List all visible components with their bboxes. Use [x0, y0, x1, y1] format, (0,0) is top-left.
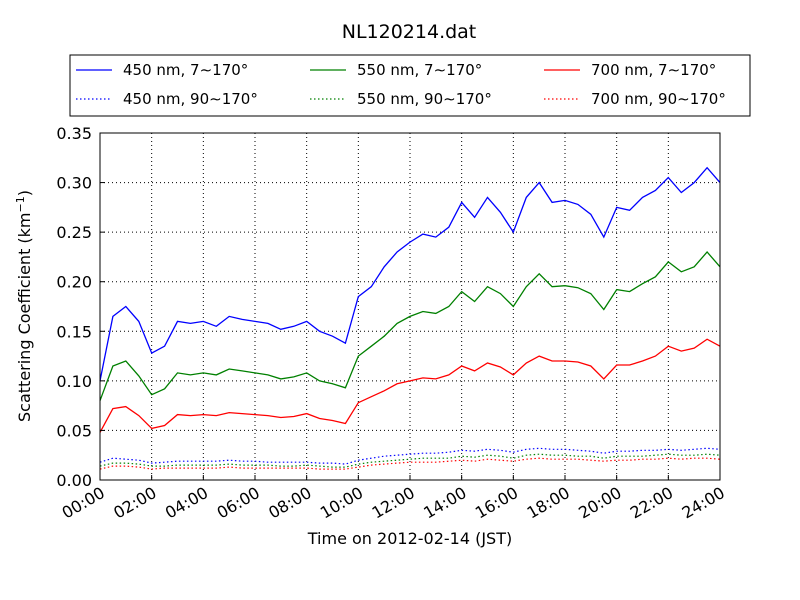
x-tick-label: 14:00: [420, 483, 469, 523]
y-axis-label-main: Scattering Coefficient (km: [15, 212, 34, 422]
y-tick-label: 0.30: [56, 174, 92, 193]
y-tick-label: 0.20: [56, 273, 92, 292]
x-tick-label: 06:00: [214, 483, 263, 523]
y-axis-label-close: ): [15, 190, 34, 196]
legend-label-5: 700 nm, 90∼170°: [591, 90, 726, 108]
y-tick-label: 0.25: [56, 223, 92, 242]
x-tick-label: 10:00: [317, 483, 366, 523]
x-tick-label: 18:00: [524, 483, 573, 523]
y-axis-label-sup: −1: [14, 196, 27, 212]
x-tick-label: 12:00: [369, 483, 418, 523]
legend-label-3: 550 nm, 90∼170°: [357, 90, 492, 108]
y-axis-label: Scattering Coefficient (km−1): [14, 190, 35, 422]
y-tick-label: 0.05: [56, 421, 92, 440]
x-tick-label: 24:00: [679, 483, 728, 523]
y-tick-label: 0.35: [56, 124, 92, 143]
series-layer: [99, 166, 721, 470]
series-line-4: [99, 338, 721, 433]
x-axis-label: Time on 2012-02-14 (JST): [307, 529, 512, 548]
series-line-2: [99, 251, 721, 401]
legend-label-4: 700 nm, 7∼170°: [591, 61, 716, 79]
series-line-5: [99, 457, 721, 470]
y-tick-label: 0.00: [56, 471, 92, 490]
legend-label-0: 450 nm, 7∼170°: [123, 61, 248, 79]
grid: [99, 132, 721, 481]
ticks: 00:00 02:00 04:00 06:00 08:00 10:00 12:00 14:00…: [56, 124, 728, 523]
x-tick-label: 08:00: [265, 483, 314, 523]
legend-label-1: 450 nm, 90∼170°: [123, 90, 258, 108]
legend-label-2: 550 nm, 7∼170°: [357, 61, 482, 79]
y-tick-label: 0.15: [56, 322, 92, 341]
x-tick-label: 16:00: [472, 483, 521, 523]
x-tick-label: 20:00: [575, 483, 624, 523]
x-tick-label: 02:00: [110, 483, 159, 523]
y-tick-label: 0.10: [56, 372, 92, 391]
series-line-0: [99, 166, 721, 382]
legend-box: [69, 54, 751, 117]
plot-area: 00:00 02:00 04:00 06:00 08:00 10:00 12:00 14:00…: [56, 124, 728, 523]
chart-title: NL120214.dat: [342, 21, 477, 43]
x-tick-label: 04:00: [162, 483, 211, 523]
series-line-1: [99, 447, 721, 465]
legend: 450 nm, 7∼170° 550 nm, 7∼170° 700 nm, 7∼17…: [69, 54, 751, 117]
x-tick-label: 22:00: [627, 483, 676, 523]
